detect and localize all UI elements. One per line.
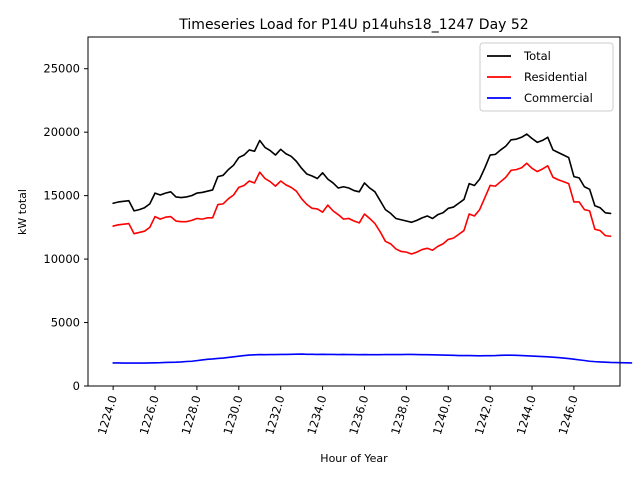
series-lines (112, 133, 633, 364)
y-axis-label: kW total (16, 189, 29, 235)
legend-label-residential: Residential (524, 70, 587, 84)
y-tick-label: 5000 (51, 316, 80, 330)
legend: Total Residential Commercial (479, 42, 614, 112)
series-line-total (112, 133, 612, 224)
x-axis-label: Hour of Year (320, 452, 388, 465)
y-tick-label: 10000 (43, 252, 80, 266)
y-tick-label: 15000 (43, 189, 80, 203)
legend-label-total: Total (523, 49, 551, 63)
y-tick-label: 20000 (43, 125, 80, 139)
y-tick-label: 25000 (43, 62, 80, 76)
y-tick-label: 0 (73, 379, 80, 393)
y-axis: 0 5000 10000 15000 20000 25000 (43, 62, 88, 393)
series-line-residential (112, 162, 612, 255)
series-line-commercial (112, 353, 633, 364)
plot-frame (87, 36, 621, 387)
legend-label-commercial: Commercial (524, 91, 593, 105)
chart-title: Timeseries Load for P14U p14uhs18_1247 D… (178, 17, 528, 33)
legend-box (479, 42, 614, 112)
